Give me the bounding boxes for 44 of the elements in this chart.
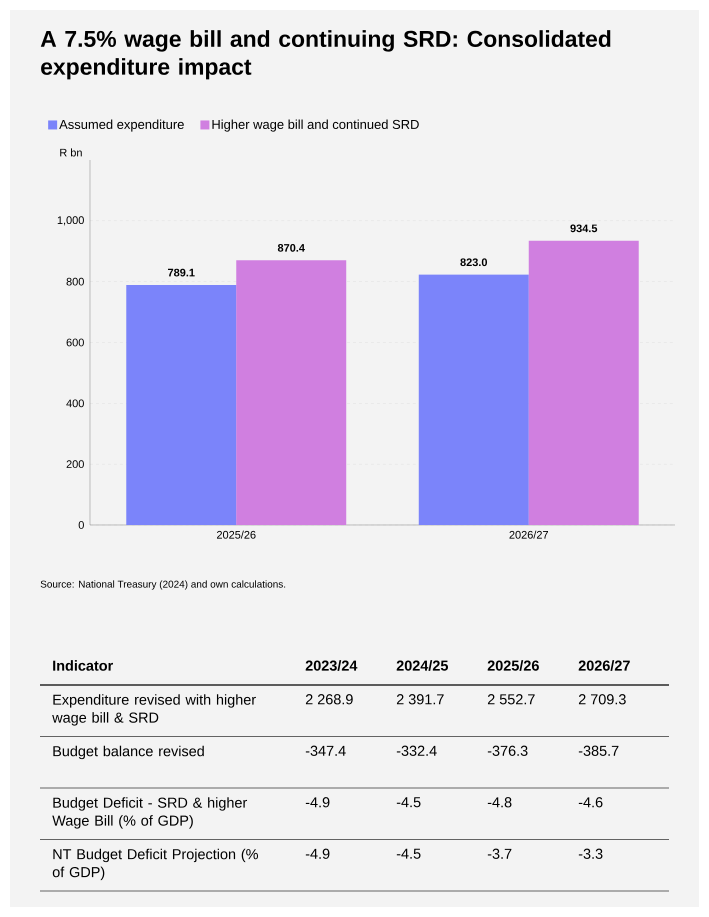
bar xyxy=(418,274,529,525)
source-note: Source: National Treasury (2024) and own calculations. xyxy=(40,580,286,590)
y-tick-label: 200 xyxy=(66,460,84,468)
text: -4.8 xyxy=(488,797,512,808)
text: -4.9 xyxy=(306,848,330,859)
legend-label: Assumed expenditure xyxy=(59,120,184,132)
text: -3.3 xyxy=(578,848,602,859)
y-tick-label: 400 xyxy=(66,399,84,408)
text: -4.6 xyxy=(578,797,602,808)
bar xyxy=(236,260,346,525)
bar xyxy=(528,240,639,525)
text: -385.7 xyxy=(578,746,618,756)
data-label: 934.5 xyxy=(570,224,598,232)
text: -4.5 xyxy=(396,848,420,859)
category-label: Budget Deficit - SRD & higher Wage Bill (% of GDP) xyxy=(52,797,248,829)
bar xyxy=(126,284,236,525)
text: -332.4 xyxy=(396,746,437,756)
y-tick-label: 800 xyxy=(66,278,84,286)
category-label: 2026/27 xyxy=(578,660,630,671)
text: 2 552.7 xyxy=(488,694,535,704)
text: -4.5 xyxy=(396,797,420,808)
chart-title: A 7.5% wage bill and continuing SRD: Consolidated expenditure impact xyxy=(40,30,610,80)
category-label: 2023/24 xyxy=(306,660,358,671)
y-tick-label: 600 xyxy=(66,338,84,346)
data-label: 789.1 xyxy=(168,268,195,276)
category-label: Budget balance revised xyxy=(53,746,204,760)
category-label: 2025/26 xyxy=(488,660,539,671)
text: -347.4 xyxy=(306,746,346,756)
legend-label: Higher wage bill and continued SRD xyxy=(212,120,419,132)
text: Indicator xyxy=(53,660,113,671)
y-tick-label: 1,000 xyxy=(58,216,84,226)
category-label: Expenditure revised with higher wage bill & SRD xyxy=(52,694,256,726)
text: 2 391.7 xyxy=(396,694,444,704)
data-label: 870.4 xyxy=(278,244,305,252)
text: -376.3 xyxy=(488,746,528,756)
data-label: 823.0 xyxy=(460,258,488,266)
y-axis-title: R bn xyxy=(60,148,82,156)
text: -4.9 xyxy=(306,797,330,808)
category-label: NT Budget Deficit Projection (% of GDP) xyxy=(52,848,258,880)
y-tick-label: 0 xyxy=(78,521,84,529)
text: 2 709.3 xyxy=(578,694,626,704)
text: 2 268.9 xyxy=(306,694,353,704)
text: -3.7 xyxy=(488,848,512,859)
category-label: 2024/25 xyxy=(396,660,448,671)
